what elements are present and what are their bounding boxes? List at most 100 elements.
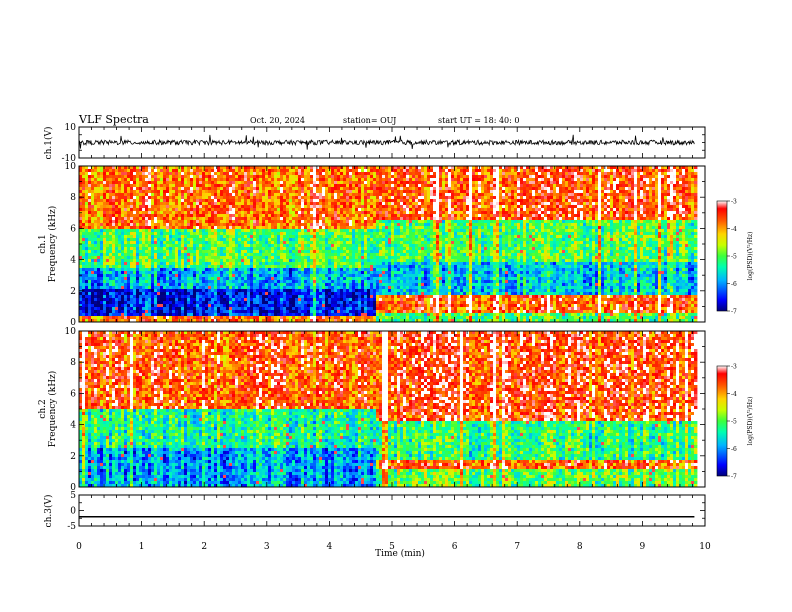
spectrogram-cell bbox=[85, 253, 88, 256]
spectrogram-cell bbox=[88, 226, 91, 229]
spectrogram-cell bbox=[94, 259, 97, 262]
spectrogram-cell bbox=[124, 268, 127, 271]
spectrogram-cell bbox=[85, 232, 88, 235]
spectrogram-cell bbox=[109, 172, 112, 175]
spectrogram-cell bbox=[151, 178, 154, 181]
spectrogram-cell bbox=[118, 262, 121, 265]
spectrogram-cell bbox=[163, 271, 166, 274]
spectrogram-cell bbox=[145, 172, 148, 175]
spectrogram-cell bbox=[139, 244, 142, 247]
spectrogram-cell bbox=[169, 310, 172, 313]
spectrogram-cell bbox=[163, 298, 166, 301]
spectrogram-cell bbox=[169, 235, 172, 238]
spectrogram-cell bbox=[115, 220, 118, 223]
spectrogram-cell bbox=[94, 238, 97, 241]
spectrogram-cell bbox=[94, 226, 97, 229]
spectrogram-cell bbox=[106, 238, 109, 241]
spectrogram-cell bbox=[85, 295, 88, 298]
spectrogram-cell bbox=[79, 250, 82, 253]
spectrogram-cell bbox=[154, 172, 157, 175]
spectrogram-cell bbox=[91, 292, 94, 295]
spectrogram-cell bbox=[163, 226, 166, 229]
spectrogram-cell bbox=[178, 172, 181, 175]
spectrogram-cell bbox=[91, 220, 94, 223]
spectrogram-cell bbox=[79, 202, 82, 205]
spectrogram-cell bbox=[151, 253, 154, 256]
spectrogram-cell bbox=[106, 208, 109, 211]
spectrogram-cell bbox=[178, 313, 181, 316]
spectrogram-cell bbox=[133, 244, 136, 247]
spectrogram-cell bbox=[178, 166, 181, 169]
spectrogram-cell bbox=[109, 184, 112, 187]
spectrogram-cell bbox=[148, 190, 151, 193]
spectrogram-cell bbox=[79, 220, 82, 223]
spectrogram-cell bbox=[160, 286, 163, 289]
spectrogram-cell bbox=[172, 301, 175, 304]
spectrogram-cell bbox=[97, 313, 100, 316]
spectrogram-cell bbox=[148, 265, 151, 268]
spectrogram-cell bbox=[127, 217, 130, 220]
spectrogram-cell bbox=[166, 283, 169, 286]
spectrogram-cell bbox=[94, 184, 97, 187]
spectrogram-cell bbox=[85, 241, 88, 244]
spectrogram-cell bbox=[139, 262, 142, 265]
spectrogram-cell bbox=[142, 181, 145, 184]
spectrogram-cell bbox=[124, 283, 127, 286]
spectrogram-cell bbox=[169, 262, 172, 265]
spectrogram-cell bbox=[169, 187, 172, 190]
spectrogram-cell bbox=[175, 283, 178, 286]
spectrogram-cell bbox=[82, 310, 85, 313]
spectrogram-cell bbox=[169, 253, 172, 256]
spectrogram-cell bbox=[100, 280, 103, 283]
spectrogram-cell bbox=[178, 304, 181, 307]
spectrogram-cell bbox=[91, 232, 94, 235]
spectrogram-cell bbox=[175, 220, 178, 223]
spectrogram-cell bbox=[97, 292, 100, 295]
spectrogram-cell bbox=[178, 220, 181, 223]
spectrogram-cell bbox=[145, 274, 148, 277]
spectrogram-cell bbox=[124, 175, 127, 178]
spectrogram-cell bbox=[166, 268, 169, 271]
spectrogram-cell bbox=[115, 187, 118, 190]
spectrogram-cell bbox=[154, 241, 157, 244]
spectrogram-cell bbox=[94, 193, 97, 196]
spectrogram-cell bbox=[160, 172, 163, 175]
spectrogram-cell bbox=[82, 217, 85, 220]
spectrogram-cell bbox=[97, 265, 100, 268]
spectrogram-cell bbox=[112, 271, 115, 274]
spectrogram-cell bbox=[130, 196, 133, 199]
spectrogram-cell bbox=[148, 250, 151, 253]
spectrogram-cell bbox=[139, 289, 142, 292]
spectrogram-cell bbox=[178, 316, 181, 319]
spectrogram-cell bbox=[82, 253, 85, 256]
spectrogram-cell bbox=[148, 196, 151, 199]
spectrogram-cell bbox=[79, 217, 82, 220]
spectrogram-cell bbox=[103, 268, 106, 271]
spectrogram-cell bbox=[166, 211, 169, 214]
spectrogram-cell bbox=[139, 256, 142, 259]
spectrogram-cell bbox=[112, 226, 115, 229]
spectrogram-cell bbox=[79, 271, 82, 274]
spectrogram-cell bbox=[181, 175, 184, 178]
spectrogram-cell bbox=[160, 280, 163, 283]
spectrogram-cell bbox=[136, 205, 139, 208]
spectrogram-cell bbox=[91, 304, 94, 307]
spectrogram-cell bbox=[121, 316, 124, 319]
spectrogram-cell bbox=[178, 286, 181, 289]
spectrogram-cell bbox=[130, 184, 133, 187]
spectrogram-cell bbox=[79, 223, 82, 226]
spectrogram-cell bbox=[151, 226, 154, 229]
spectrogram-cell bbox=[88, 253, 91, 256]
spectrogram-cell bbox=[100, 172, 103, 175]
spectrogram-cell bbox=[88, 280, 91, 283]
spectrogram-cell bbox=[127, 307, 130, 310]
spectrogram-cell bbox=[124, 220, 127, 223]
spectrogram-cell bbox=[142, 235, 145, 238]
spectrogram-cell bbox=[142, 211, 145, 214]
spectrogram-cell bbox=[85, 238, 88, 241]
spectrogram-cell bbox=[91, 211, 94, 214]
spectrogram-cell bbox=[157, 265, 160, 268]
spectrogram-cell bbox=[109, 235, 112, 238]
spectrogram-cell bbox=[163, 217, 166, 220]
spectrogram-cell bbox=[115, 175, 118, 178]
